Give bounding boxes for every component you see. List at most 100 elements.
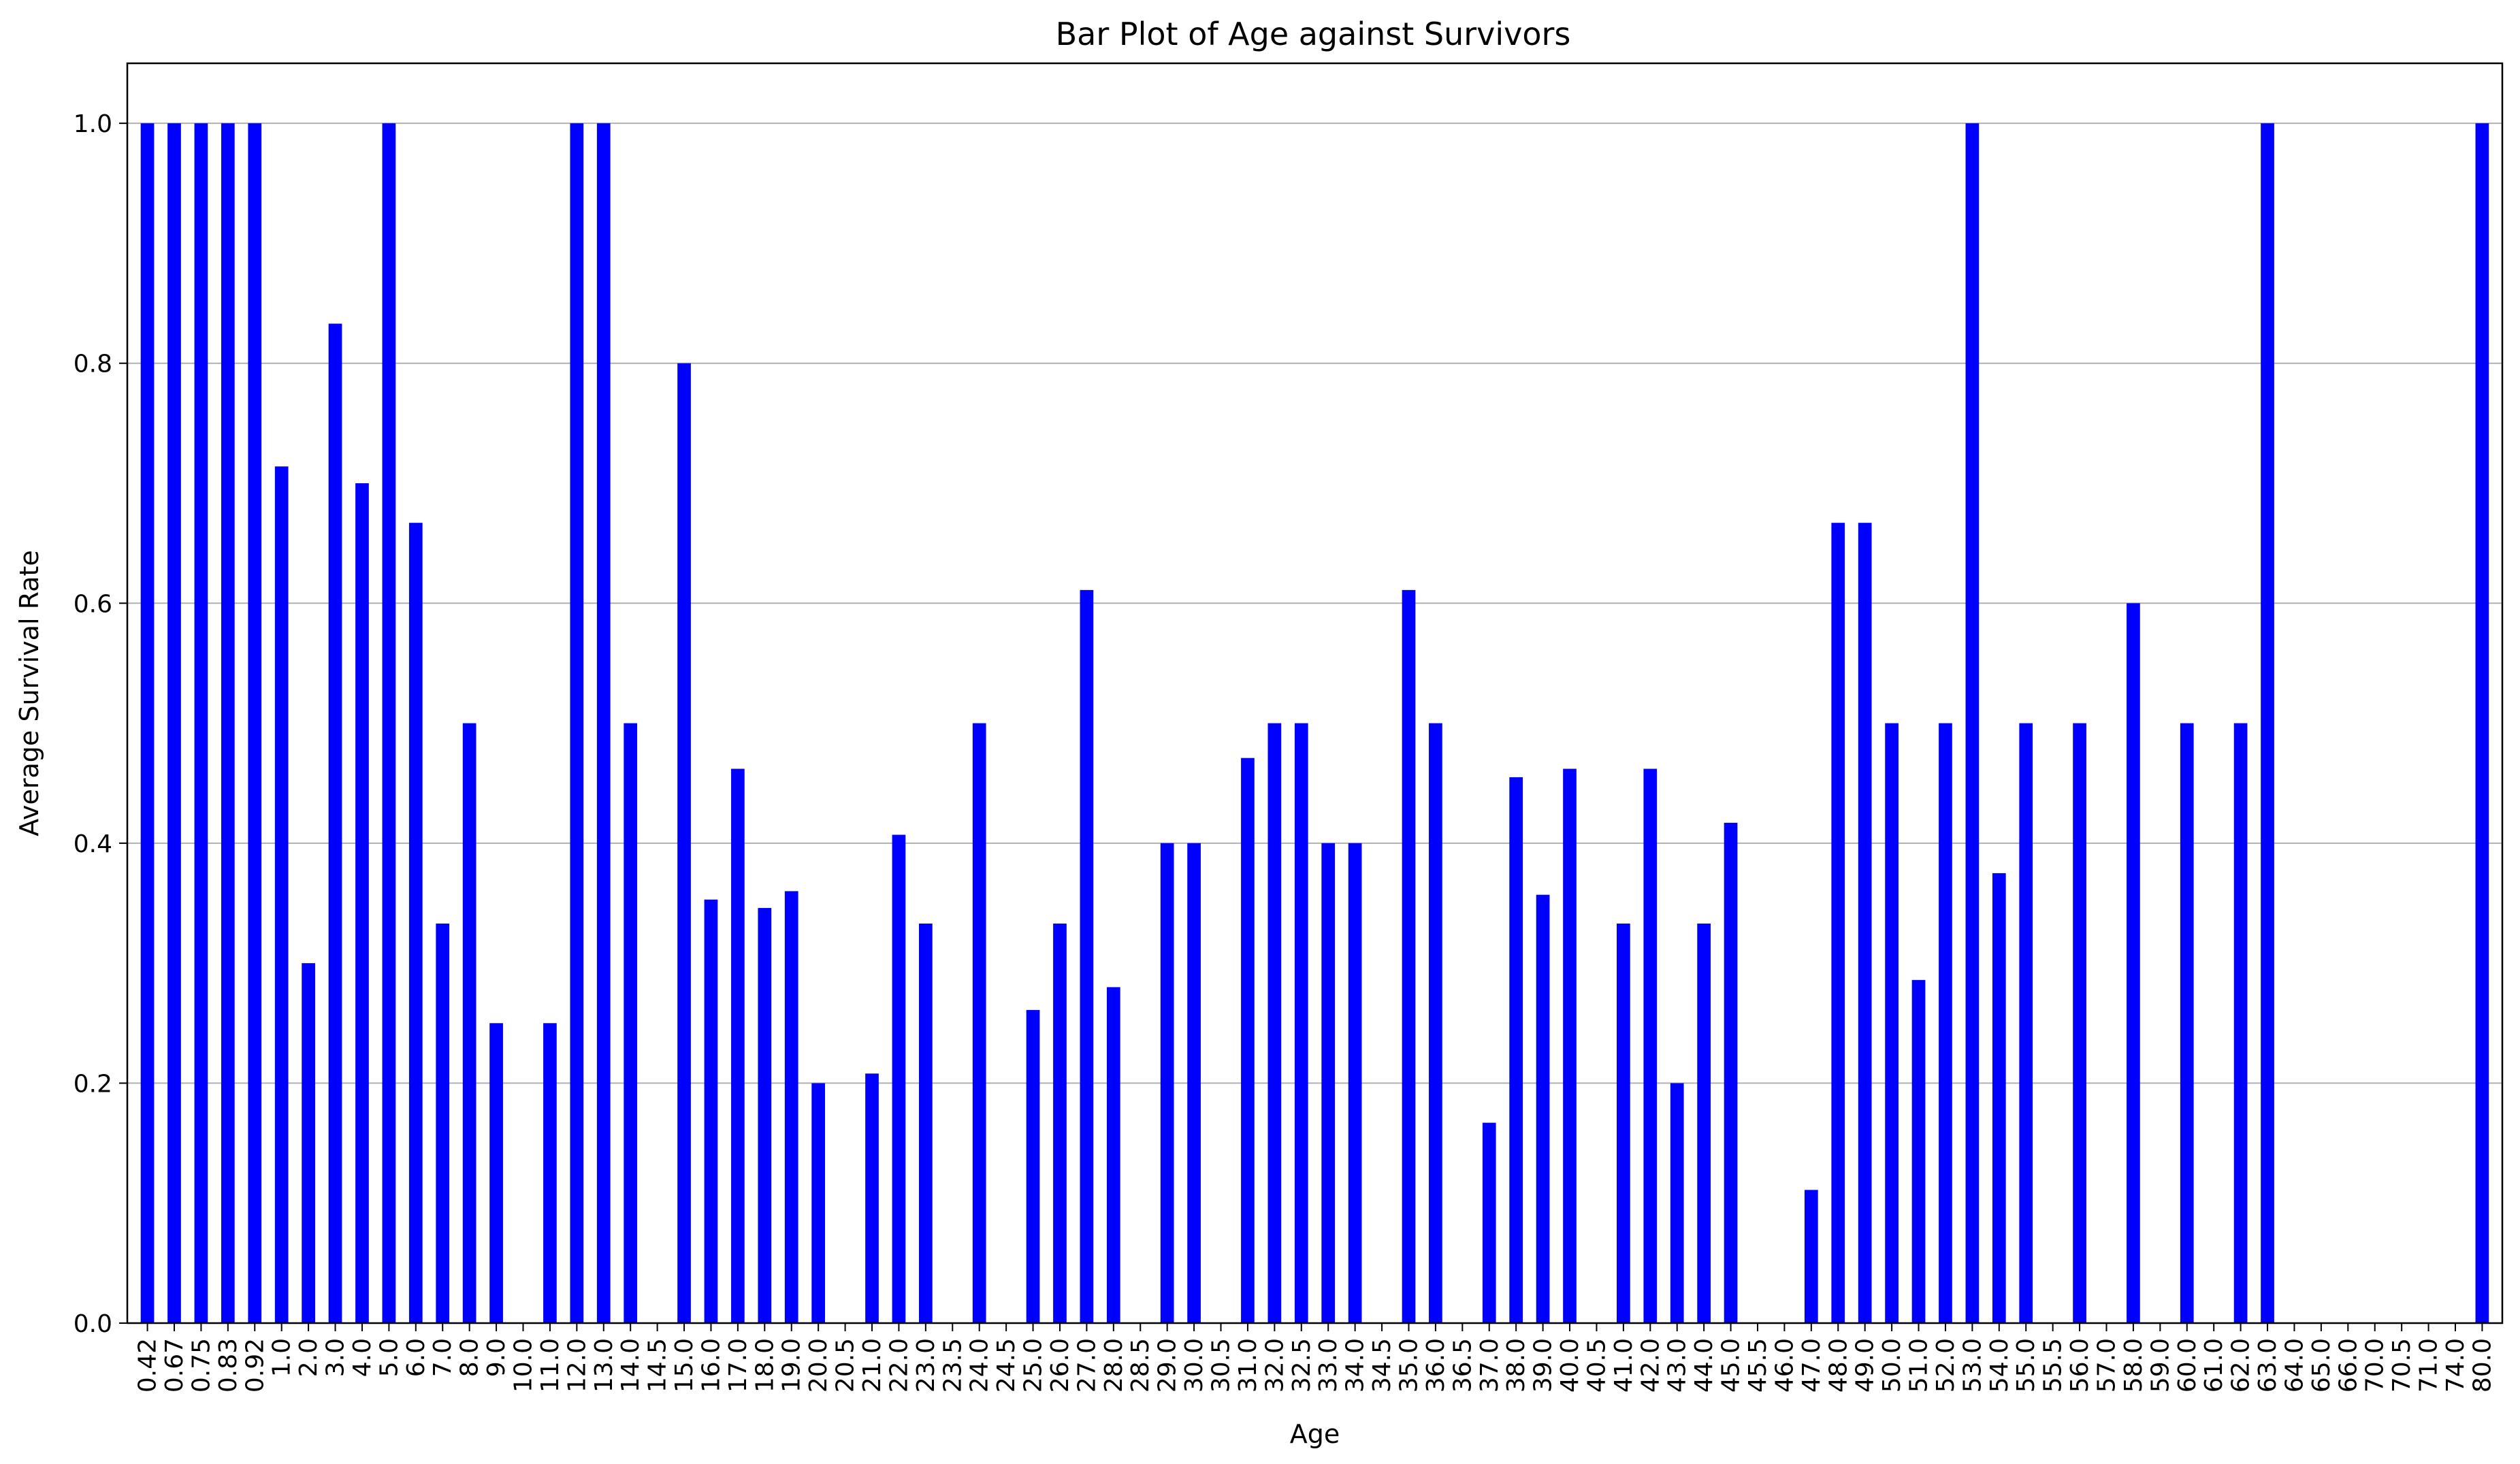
bar (2475, 123, 2489, 1324)
bar (811, 1083, 826, 1323)
bar (221, 123, 235, 1324)
x-tick-label: 15.0 (671, 1338, 698, 1393)
x-tick-label: 24.0 (966, 1338, 994, 1393)
bar (489, 1023, 503, 1323)
x-axis: 0.420.670.750.830.921.02.03.04.05.06.07.… (134, 1323, 2496, 1393)
x-tick-label: 23.0 (912, 1338, 940, 1393)
x-tick-label: 33.0 (1314, 1338, 1342, 1393)
bar (1536, 894, 1550, 1323)
x-tick-label: 47.0 (1798, 1338, 1826, 1393)
y-tick-label: 0.6 (74, 590, 112, 618)
x-tick-label: 8.0 (456, 1338, 484, 1377)
y-tick-label: 0.4 (74, 830, 112, 858)
bar (462, 723, 476, 1323)
x-tick-label: 0.67 (161, 1338, 189, 1393)
y-tick-label: 0.8 (74, 351, 112, 378)
bar (140, 123, 155, 1324)
bar (1026, 1009, 1040, 1323)
chart-title: Bar Plot of Age against Survivors (1056, 16, 1571, 52)
bar (1482, 1122, 1496, 1323)
bar (972, 723, 986, 1323)
bar (1106, 987, 1120, 1323)
x-tick-label: 35.0 (1395, 1338, 1423, 1393)
bar (1965, 123, 1980, 1324)
x-tick-label: 0.75 (187, 1338, 215, 1393)
bar (2233, 723, 2248, 1323)
bar (2261, 123, 2274, 1324)
y-tick-label: 0.2 (74, 1070, 112, 1098)
x-tick-label: 14.0 (617, 1338, 645, 1393)
bar (302, 963, 315, 1323)
plot-area-frame (126, 62, 2504, 1324)
x-tick-label: 18.0 (751, 1338, 779, 1393)
bar (1402, 589, 1416, 1323)
x-tick-label: 40.0 (1556, 1338, 1584, 1393)
x-tick-label: 70.0 (2361, 1338, 2389, 1393)
x-tick-label: 45.0 (1717, 1338, 1745, 1393)
x-tick-label: 10.0 (510, 1338, 538, 1393)
bar (2073, 723, 2086, 1323)
x-tick-label: 50.0 (1878, 1338, 1906, 1393)
y-axis-title: Average Survival Rate (14, 550, 44, 836)
x-tick-label: 66.0 (2334, 1338, 2362, 1393)
x-tick-label: 44.0 (1690, 1338, 1718, 1393)
x-tick-label: 24.5 (992, 1338, 1020, 1393)
x-tick-label: 70.5 (2388, 1338, 2416, 1393)
x-tick-label: 46.0 (1771, 1338, 1798, 1393)
x-tick-label: 34.5 (1368, 1338, 1396, 1393)
bar (1831, 523, 1845, 1323)
x-tick-label: 1.0 (268, 1338, 296, 1377)
bar (194, 123, 208, 1324)
bar (1858, 523, 1872, 1323)
x-tick-label: 16.0 (697, 1338, 725, 1393)
x-tick-label: 38.0 (1502, 1338, 1530, 1393)
y-axis: 0.0 0.2 0.4 0.6 0.8 1.0 (74, 110, 127, 1338)
x-tick-label: 9.0 (483, 1338, 511, 1377)
x-tick-label: 25.0 (1020, 1338, 1048, 1393)
bar (1885, 723, 1899, 1323)
x-tick-label: 4.0 (349, 1338, 376, 1377)
bar (328, 323, 342, 1323)
x-tick-label: 13.0 (590, 1338, 618, 1393)
x-tick-label: 43.0 (1664, 1338, 1692, 1393)
x-tick-label: 27.0 (1073, 1338, 1101, 1393)
x-axis-title: Age (1290, 1419, 1340, 1449)
x-tick-label: 23.5 (939, 1338, 967, 1393)
bar (1643, 768, 1658, 1323)
x-tick-label: 28.0 (1100, 1338, 1128, 1393)
x-tick-label: 60.0 (2174, 1338, 2201, 1393)
x-tick-label: 12.0 (563, 1338, 591, 1393)
bar-series (140, 123, 2489, 1324)
x-tick-label: 36.0 (1422, 1338, 1450, 1393)
x-tick-label: 34.0 (1342, 1338, 1370, 1393)
x-tick-label: 7.0 (429, 1338, 457, 1377)
x-tick-label: 32.0 (1261, 1338, 1289, 1393)
x-tick-label: 55.5 (2039, 1338, 2067, 1393)
x-tick-label: 29.0 (1154, 1338, 1182, 1393)
bar (1617, 923, 1630, 1323)
bar (1697, 923, 1711, 1323)
x-tick-label: 37.0 (1476, 1338, 1504, 1393)
bar (1053, 923, 1067, 1323)
bar (248, 123, 262, 1324)
x-tick-label: 20.5 (832, 1338, 860, 1393)
bar (274, 466, 289, 1323)
x-tick-label: 49.0 (1852, 1338, 1879, 1393)
bar (1348, 843, 1362, 1323)
bar (704, 899, 718, 1323)
x-tick-label: 6.0 (402, 1338, 430, 1377)
bar (1241, 758, 1255, 1323)
x-tick-label: 3.0 (322, 1338, 350, 1377)
x-tick-label: 19.0 (778, 1338, 806, 1393)
bar (2127, 603, 2140, 1324)
x-tick-label: 31.0 (1234, 1338, 1262, 1393)
x-tick-label: 0.42 (134, 1338, 162, 1393)
x-tick-label: 40.5 (1583, 1338, 1611, 1393)
x-tick-label: 56.0 (2066, 1338, 2094, 1393)
x-tick-label: 0.92 (241, 1338, 269, 1393)
bar (1724, 822, 1738, 1323)
x-tick-label: 64.0 (2280, 1338, 2308, 1393)
x-tick-label: 80.0 (2468, 1338, 2496, 1393)
x-tick-label: 21.0 (858, 1338, 886, 1393)
